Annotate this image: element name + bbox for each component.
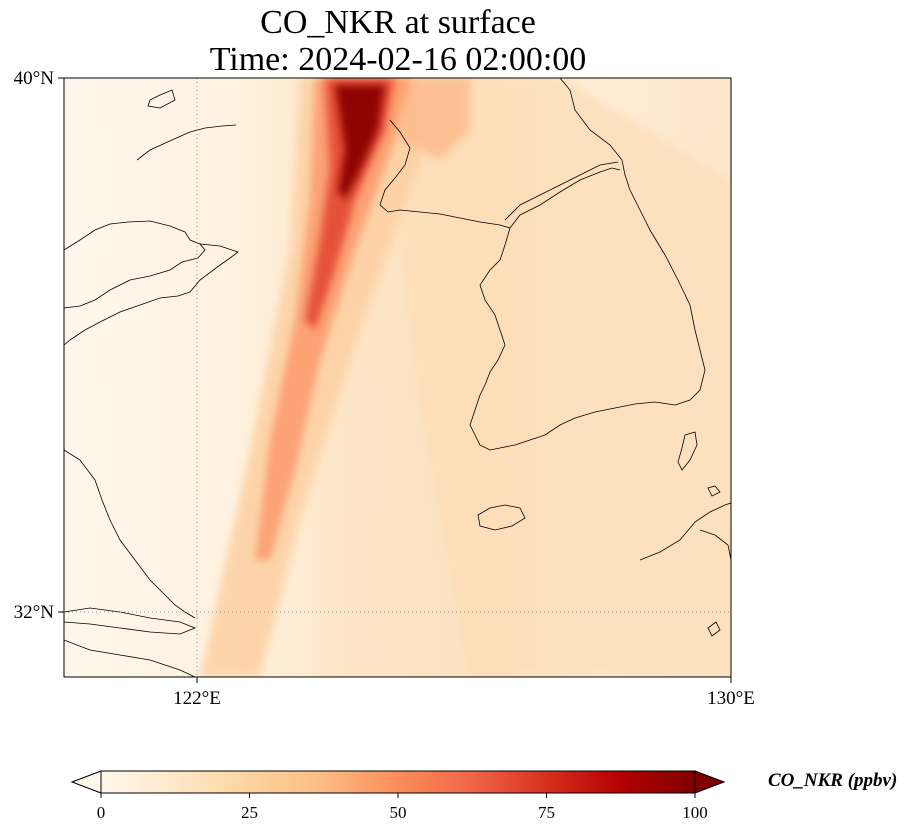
colorbar-label-50: 50: [390, 803, 407, 822]
field-east-haze: [380, 78, 731, 677]
colorbar-ticks: [100, 793, 696, 798]
coastline-kyushu-2: [699, 529, 731, 561]
lon-label-122: 122°E: [173, 688, 221, 709]
lat-label-40: 40°N: [14, 68, 55, 89]
coastline-border: [509, 167, 621, 229]
coastline-border-2: [504, 161, 619, 221]
colorbar-label-75: 75: [538, 803, 555, 822]
coastline-liaodong-north: [136, 124, 237, 161]
coastline-jeju: [477, 504, 526, 531]
coastline-kyushu: [639, 502, 731, 561]
map-title: CO_NKR at surface: [260, 4, 536, 41]
field-plume-core: [335, 85, 385, 200]
field-plume-branch: [400, 78, 470, 160]
colorbar-label-100: 100: [682, 803, 708, 822]
coastline-shandong-north: [64, 220, 206, 309]
coastline-shandong-south: [64, 243, 239, 346]
colorbar-extend-max: [694, 770, 726, 794]
coastline-korea-west-south: [469, 227, 676, 451]
colorbar-label-25: 25: [241, 803, 258, 822]
coastline-jiangsu: [64, 449, 196, 619]
map-subtitle-time: Time: 2024-02-16 02:00:00: [209, 41, 587, 78]
coastline-islet-2: [707, 485, 721, 497]
coastline-yangtze-mouth: [64, 607, 197, 635]
colorbar-label-0: 0: [97, 803, 106, 822]
field-plume-middle: [255, 78, 410, 560]
lat-label-32: 32°N: [14, 602, 55, 623]
coastline-zhejiang: [64, 639, 196, 677]
colorbar-extend-min: [70, 770, 102, 794]
colorbar-title: CO_NKR (ppbv): [768, 770, 898, 791]
coastline-tsushima: [677, 431, 698, 471]
concentration-field: [64, 78, 731, 677]
colorbar-gradient: [100, 770, 696, 794]
axis-ticks: [58, 77, 732, 683]
lon-label-130: 130°E: [707, 688, 755, 709]
coastlines: [64, 78, 731, 677]
coastline-islet: [147, 89, 176, 109]
map-frame: [63, 77, 732, 678]
colorbar: 0 25 50 75 100: [70, 770, 726, 822]
coastline-nk-west: [379, 119, 511, 229]
coastline-islet-3: [707, 621, 721, 637]
coastline-korea-east: [559, 78, 706, 406]
